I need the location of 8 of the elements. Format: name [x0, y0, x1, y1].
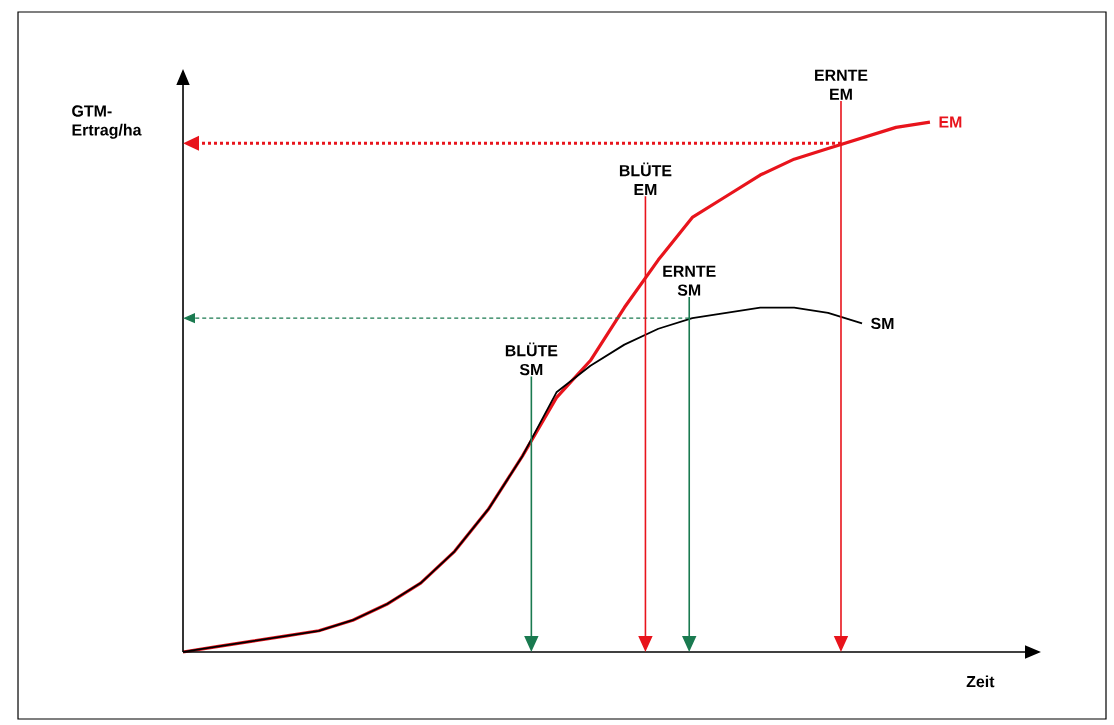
text: ERNTE EM [815, 69, 868, 100]
x-axis-title: Zeit [966, 675, 995, 688]
annotation: BLÜTE EM [619, 162, 672, 196]
series-label: SM [871, 317, 894, 330]
annotation: ERNTE SM [663, 265, 716, 296]
y-axis-title: GTM-Ertrag/ha [72, 105, 142, 139]
annotation: BLÜTE SM [505, 342, 558, 376]
series-label: EM [939, 116, 962, 128]
